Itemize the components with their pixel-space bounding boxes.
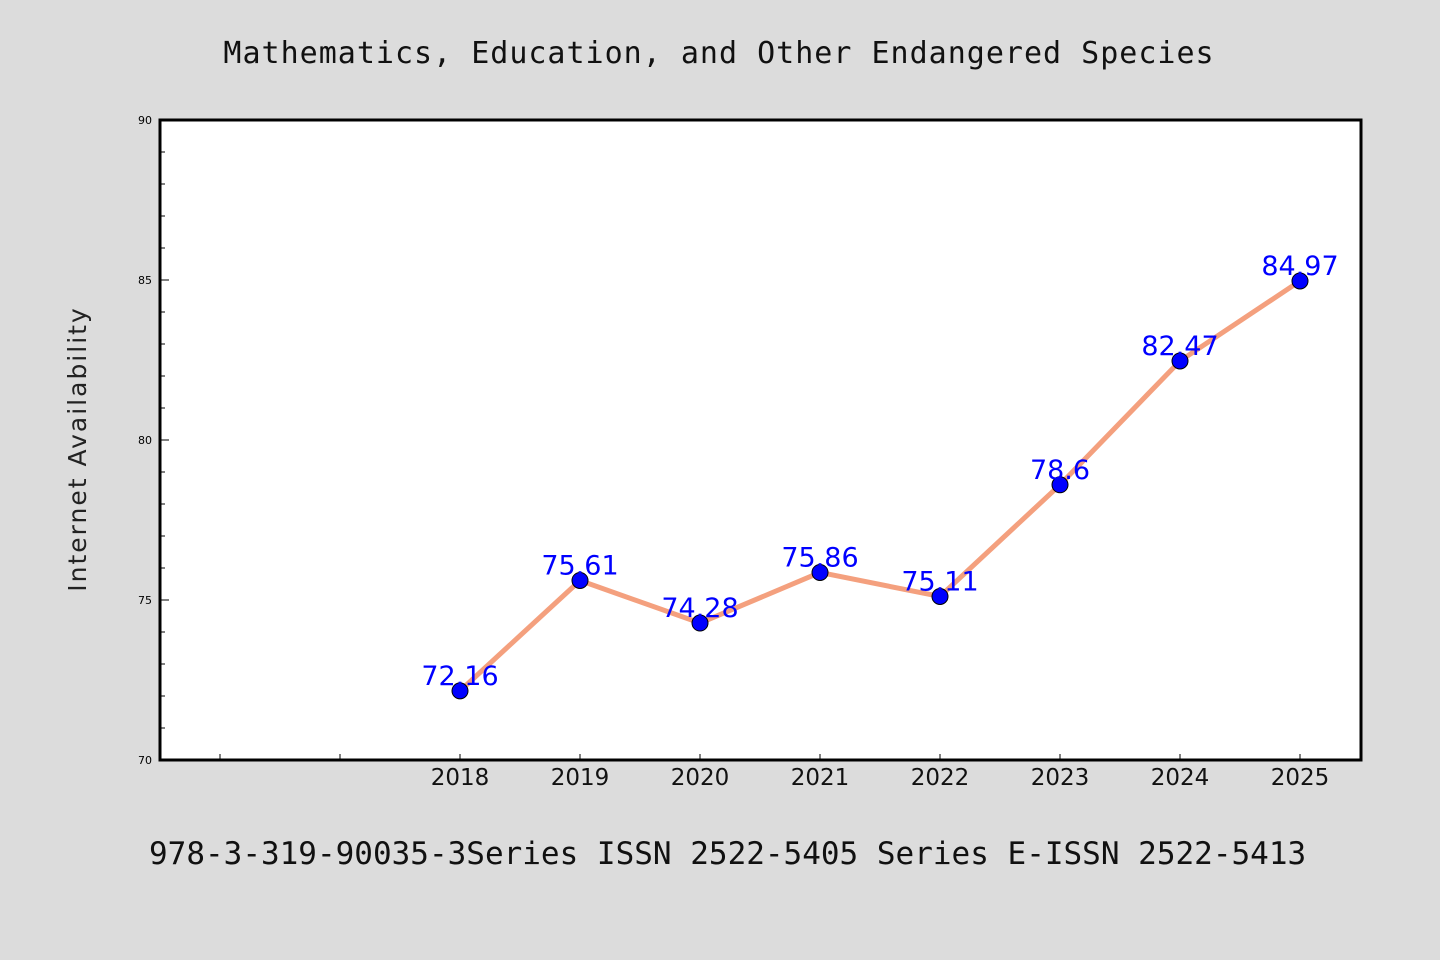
plot-area: [160, 120, 1361, 760]
data-label: 78.6: [1030, 455, 1090, 486]
x-tick-label: 2023: [1031, 765, 1090, 791]
data-label: 75.11: [901, 566, 978, 597]
data-point: [1051, 476, 1069, 494]
x-tick-label: 2018: [431, 765, 490, 791]
data-label: 75.86: [781, 542, 858, 573]
plot-frame: [158, 118, 1363, 762]
x-tick-label: 2022: [911, 765, 970, 791]
y-tick-label: 90: [138, 114, 152, 127]
series-line: [457, 278, 1303, 694]
data-label: 75.61: [541, 550, 618, 581]
data-label: 82.47: [1141, 331, 1218, 362]
data-point: [451, 682, 469, 700]
x-tick-label: 2019: [551, 765, 610, 791]
data-point: [1291, 272, 1309, 290]
ticks-layer: 70 75 80 85 90 2018 2019 2020 2021 2022 2023 2024 20…: [138, 114, 1329, 791]
data-point: [1171, 352, 1189, 370]
data-point: [571, 571, 589, 589]
data-point: [931, 587, 949, 605]
data-label: 84.97: [1261, 251, 1338, 282]
data-point: [811, 563, 829, 581]
data-label: 72.16: [421, 661, 498, 692]
data-point: [691, 614, 709, 632]
line-layer: [457, 278, 1303, 694]
y-tick-label: 75: [138, 594, 152, 607]
footer-text: 978-3-319-90035-3Series ISSN 2522-5405 S…: [149, 836, 1306, 872]
x-tick-label: 2021: [791, 765, 850, 791]
label-layer: 72.16 75.61 74.28 75.86 75.11 78.6 82.47 84.97: [421, 251, 1338, 692]
chart-title: Mathematics, Education, and Other Endang…: [223, 36, 1214, 71]
y-axis-label: Internet Availability: [63, 306, 92, 591]
data-label: 74.28: [661, 593, 738, 624]
y-tick-label: 70: [138, 754, 152, 767]
x-tick-label: 2024: [1151, 765, 1210, 791]
x-tick-label: 2025: [1271, 765, 1330, 791]
marker-layer: [451, 272, 1309, 700]
y-tick-label: 80: [138, 434, 152, 447]
y-tick-label: 85: [138, 274, 152, 287]
x-tick-label: 2020: [671, 765, 730, 791]
